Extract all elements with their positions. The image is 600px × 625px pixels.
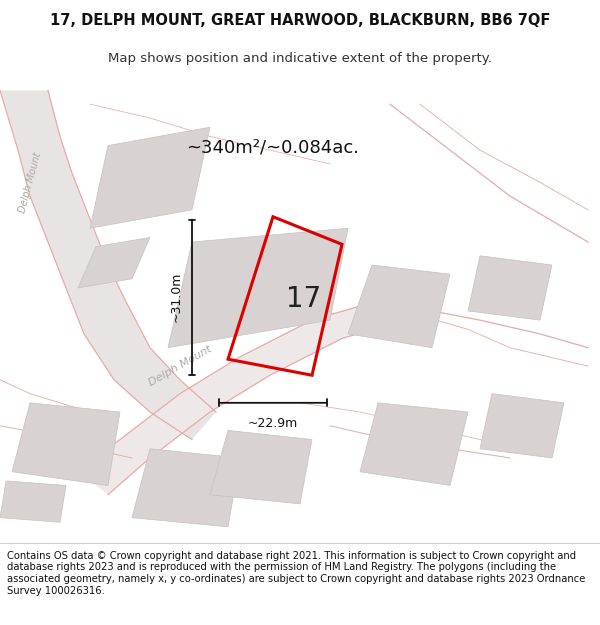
Polygon shape bbox=[12, 402, 120, 486]
Text: Contains OS data © Crown copyright and database right 2021. This information is : Contains OS data © Crown copyright and d… bbox=[7, 551, 586, 596]
Text: ~22.9m: ~22.9m bbox=[248, 417, 298, 429]
Polygon shape bbox=[78, 238, 150, 288]
Text: 17: 17 bbox=[286, 285, 322, 313]
Text: 17, DELPH MOUNT, GREAT HARWOOD, BLACKBURN, BB6 7QF: 17, DELPH MOUNT, GREAT HARWOOD, BLACKBUR… bbox=[50, 12, 550, 28]
Polygon shape bbox=[168, 228, 348, 348]
Polygon shape bbox=[360, 402, 468, 486]
Polygon shape bbox=[90, 127, 210, 228]
Polygon shape bbox=[210, 431, 312, 504]
Polygon shape bbox=[78, 297, 420, 495]
Polygon shape bbox=[132, 449, 240, 527]
Polygon shape bbox=[348, 265, 450, 348]
Text: Delph Mount: Delph Mount bbox=[147, 344, 213, 388]
Text: ~31.0m: ~31.0m bbox=[170, 272, 183, 322]
Polygon shape bbox=[0, 481, 66, 522]
Polygon shape bbox=[468, 256, 552, 320]
Text: Map shows position and indicative extent of the property.: Map shows position and indicative extent… bbox=[108, 52, 492, 65]
Text: ~340m²/~0.084ac.: ~340m²/~0.084ac. bbox=[186, 139, 359, 157]
Text: Delph Mount: Delph Mount bbox=[17, 151, 43, 214]
Polygon shape bbox=[480, 394, 564, 458]
Polygon shape bbox=[0, 91, 216, 439]
